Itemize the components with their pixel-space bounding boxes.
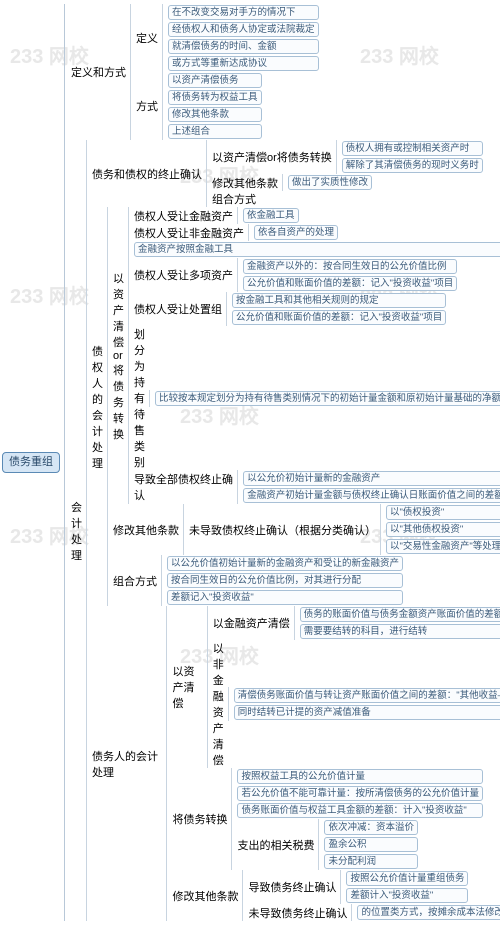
leaf-node: 金融资产以外的：按合同生效日的公允价值比例 bbox=[243, 259, 457, 274]
branch-label: 债权人的会计处理 bbox=[92, 343, 103, 471]
leaf-node: 以"债权投资" bbox=[386, 505, 500, 520]
branch-node: 修改其他条款导致债务终止确认按照公允价值计量重组债务差额计入"投资收益"未导致债… bbox=[172, 870, 500, 921]
branch-label: 债权人受让金融资产 bbox=[134, 208, 233, 224]
branch-label: 以资产清偿 bbox=[172, 663, 202, 711]
leaf-node: 依次冲减：资本溢价 bbox=[324, 820, 418, 835]
branch-node: 债权人受让非金融资产依各自资产的处理 bbox=[134, 224, 500, 241]
leaf-node: 公允价值和账面价值的差额：记入"投资收益"项目 bbox=[232, 310, 446, 325]
branch-node: 定义和方式定义在不改变交易对手方的情况下经债权人和债务人协定或法院裁定就清偿债务… bbox=[71, 4, 500, 140]
leaf-node: 比较按本规定划分为持有待售类别情况下的初始计量金额和原初始计量基础的净额，以再者… bbox=[155, 391, 500, 406]
branch-node: 修改其他条款做出了实质性修改 bbox=[212, 174, 483, 191]
branch-node: 会计处理债务和债权的终止确认以资产清偿or将债务转换债权人拥有或控制相关资产时解… bbox=[71, 140, 500, 921]
leaf-node: 的位置类方式，按摊余成本法修改处理 bbox=[357, 905, 500, 920]
leaf-node: 同时结转已计提的资产减值准备 bbox=[234, 705, 500, 720]
branch-label: 未导致债权终止确认（根据分类确认） bbox=[189, 522, 376, 538]
branch-label: 债权人受让处置组 bbox=[134, 301, 222, 317]
leaf-node: 按合同生效日的公允价值比例，对其进行分配 bbox=[167, 573, 403, 588]
branch-label: 将债务转换 bbox=[172, 811, 227, 827]
leaf-node: 以资产清偿债务 bbox=[168, 73, 262, 88]
branch-node: 未导致债务终止确认的位置类方式，按摊余成本法修改处理 bbox=[248, 904, 500, 921]
branch-node: 未导致债权终止确认（根据分类确认） 以"债权投资" 以"其他债权投资" 以"交易性金融… bbox=[189, 504, 500, 555]
branch-node: 债务人的会计处理以资产清偿以金融资产清偿债务的账面价值与债务金额资产账面价值的差… bbox=[92, 606, 500, 921]
leaf-node: 差额记入"投资收益" bbox=[167, 590, 403, 605]
root-node: 债务重组 bbox=[2, 452, 60, 473]
branch-node: 导致全部债权终止确认以公允价初始计量新的金融资产金融资产初始计量金额与债权终止确… bbox=[134, 470, 500, 504]
root-label: 债务重组 bbox=[2, 452, 60, 473]
branch-node: 债务和债权的终止确认以资产清偿or将债务转换债权人拥有或控制相关资产时解除了其清… bbox=[92, 140, 500, 207]
branch-label: 债务人的会计处理 bbox=[92, 748, 162, 780]
branch-node: 定义在不改变交易对手方的情况下经债权人和债务人协定或法院裁定就清偿债务的时间、金… bbox=[136, 4, 319, 72]
branch-label: 以非金融资产清偿 bbox=[213, 640, 224, 768]
leaf-node: 清偿债务账面价值与转让资产账面价值之间的差额："其他收益——债务重组收益" bbox=[234, 688, 500, 703]
leaf-node: 若公允价值不能可靠计量：按所清偿债务的公允价值计量 bbox=[237, 786, 483, 801]
branch-label: 会计处理 bbox=[71, 499, 82, 563]
branch-node: 导致债务终止确认按照公允价值计量重组债务差额计入"投资收益" bbox=[248, 870, 500, 904]
branch-label: 未导致债务终止确认 bbox=[248, 905, 347, 921]
branch-label: 导致全部债权终止确认 bbox=[134, 471, 233, 503]
leaf-node: 在不改变交易对手方的情况下 bbox=[168, 5, 319, 20]
branch-node: 债权人受让多项资产金融资产以外的：按合同生效日的公允价值比例公允价值和账面价值的… bbox=[134, 258, 500, 292]
branch-node: 债权人的会计处理以资产清偿or将债务转换债权人受让金融资产依金融工具债权人受让非… bbox=[92, 207, 500, 606]
leaf-node: 公允价值和账面价值的差额：记入"投资收益"项目 bbox=[243, 276, 457, 291]
leaf-node: 或方式等重新达成协议 bbox=[168, 56, 319, 71]
leaf-node: 经债权人和债务人协定或法院裁定 bbox=[168, 22, 319, 37]
leaf-node: 金融资产按照金融工具 bbox=[134, 242, 500, 257]
branch-label: 划分为持有待售类别 bbox=[134, 326, 145, 470]
leaf-node: 需要要结转的科目，进行结转 bbox=[300, 624, 500, 639]
branch-node: 划分为持有待售类别比较按本规定划分为持有待售类别情况下的初始计量金额和原初始计量… bbox=[134, 326, 500, 470]
branch-label: 组合方式 bbox=[113, 573, 157, 589]
leaf-node: 解除了其清偿债务的现时义务时 bbox=[342, 158, 483, 173]
branch-node: 以资产清偿or将债务转换债权人受让金融资产依金融工具债权人受让非金融资产依各自资… bbox=[113, 207, 500, 504]
branch-label: 修改其他条款 bbox=[113, 522, 179, 538]
branch-label: 修改其他条款 bbox=[212, 175, 278, 191]
leaf-node: 以公允价值初始计量新的金融资产和受让的新金融资产 bbox=[167, 556, 403, 571]
leaf-node: 差额计入"投资收益" bbox=[346, 888, 468, 903]
leaf-node: 未分配利润 bbox=[324, 854, 418, 869]
branch-label: 以资产清偿or将债务转换 bbox=[212, 149, 332, 165]
branch-label: 导致债务终止确认 bbox=[248, 879, 336, 895]
leaf-node: 依金融工具 bbox=[243, 208, 299, 223]
branch-label: 债权人受让非金融资产 bbox=[134, 225, 244, 241]
leaf-node: 金融资产初始计量金额与债权终止确认日账面价值之间的差额，记入"投资收益" bbox=[243, 488, 500, 503]
branch-label: 方式 bbox=[136, 98, 158, 114]
leaf-node: 以"交易性金融资产"等处理 bbox=[386, 539, 500, 554]
mindmap-tree: 债务重组 定义和方式定义在不改变交易对手方的情况下经债权人和债务人协定或法院裁定… bbox=[0, 0, 500, 925]
branch-node: 将债务转换 按照权益工具的公允价值计量若公允价值不能可靠计量：按所清偿债务的公允价… bbox=[172, 768, 500, 870]
branch-label: 债权人受让多项资产 bbox=[134, 267, 233, 283]
leaf-node: 依各自资产的处理 bbox=[254, 225, 338, 240]
branch-node: 修改其他条款未导致债权终止确认（根据分类确认） 以"债权投资" 以"其他债权投资" 以… bbox=[113, 504, 500, 555]
branch-node: 方式以资产清偿债务将债务转为权益工具修改其他条款上述组合 bbox=[136, 72, 319, 140]
leaf-node: 修改其他条款 bbox=[168, 107, 262, 122]
leaf-node: 做出了实质性修改 bbox=[288, 175, 372, 190]
branch-label: 组合方式 bbox=[212, 191, 256, 207]
leaf-node: 债务的账面价值与债务金额资产账面价值的差额：记入"投资收益" bbox=[300, 607, 500, 622]
branch-label: 支出的相关税费 bbox=[237, 837, 314, 853]
branch-node: 支出的相关税费依次冲减：资本溢价盈余公积未分配利润 bbox=[237, 819, 483, 870]
leaf-node: 将债务转为权益工具 bbox=[168, 90, 262, 105]
leaf-node: 按照权益工具的公允价值计量 bbox=[237, 769, 483, 784]
leaf-node: 以公允价初始计量新的金融资产 bbox=[243, 471, 500, 486]
leaf-node: 以"其他债权投资" bbox=[386, 522, 500, 537]
branch-label: 债务和债权的终止确认 bbox=[92, 166, 202, 182]
branch-node: 债权人受让金融资产依金融工具 bbox=[134, 207, 500, 224]
leaf-node: 按金融工具和其他相关规则的规定 bbox=[232, 293, 446, 308]
branch-node: 以资产清偿or将债务转换债权人拥有或控制相关资产时解除了其清偿债务的现时义务时 bbox=[212, 140, 483, 174]
branch-node: 以资产清偿以金融资产清偿债务的账面价值与债务金额资产账面价值的差额：记入"投资收… bbox=[172, 606, 500, 768]
branch-label: 定义和方式 bbox=[71, 64, 126, 80]
branch-node: 债权人受让处置组按金融工具和其他相关规则的规定公允价值和账面价值的差额：记入"投… bbox=[134, 292, 500, 326]
branch-label: 定义 bbox=[136, 30, 158, 46]
leaf-node: 债务账面价值与权益工具金额的差额：计入"投资收益" bbox=[237, 803, 483, 818]
branch-label: 修改其他条款 bbox=[172, 888, 238, 904]
branch-node: 以金融资产清偿债务的账面价值与债务金额资产账面价值的差额：记入"投资收益" 需要要… bbox=[213, 606, 500, 640]
branch-node: 组合方式 bbox=[212, 191, 483, 207]
branch-node: 组合方式以公允价值初始计量新的金融资产和受让的新金融资产按合同生效日的公允价值比… bbox=[113, 555, 500, 606]
leaf-node: 盈余公积 bbox=[324, 837, 418, 852]
leaf-node: 按照公允价值计量重组债务 bbox=[346, 871, 468, 886]
branch-label: 以资产清偿or将债务转换 bbox=[113, 270, 124, 442]
leaf-node: 就清偿债务的时间、金额 bbox=[168, 39, 319, 54]
branch-node: 以非金融资产清偿清偿债务账面价值与转让资产账面价值之间的差额："其他收益——债务… bbox=[213, 640, 500, 768]
branch-label: 以金融资产清偿 bbox=[213, 615, 290, 631]
leaf-node: 上述组合 bbox=[168, 124, 262, 139]
leaf-node: 债权人拥有或控制相关资产时 bbox=[342, 141, 483, 156]
